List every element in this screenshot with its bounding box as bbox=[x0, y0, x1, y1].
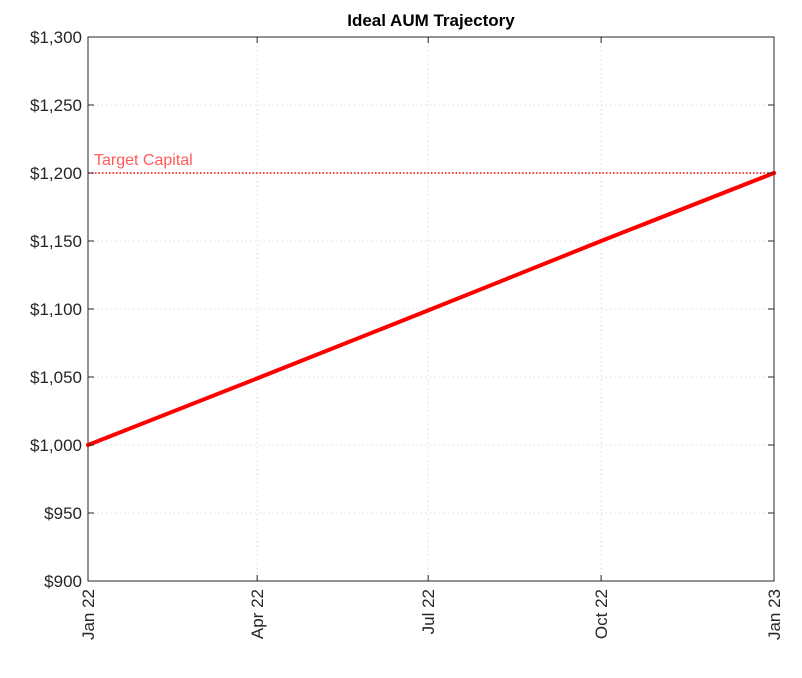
y-tick-label: $1,050 bbox=[30, 368, 82, 387]
y-tick-label: $950 bbox=[44, 504, 82, 523]
y-tick-label: $1,000 bbox=[30, 436, 82, 455]
x-tick-label: Jan 22 bbox=[79, 589, 98, 640]
x-tick-label: Oct 22 bbox=[592, 589, 611, 639]
chart-title: Ideal AUM Trajectory bbox=[347, 11, 515, 30]
aum-data-point bbox=[599, 239, 604, 243]
y-axis: $900 $950 $1,000 $1,050 $1,100 $1,150 $1,200 $1… bbox=[30, 28, 774, 591]
x-tick-label: Jan 23 bbox=[765, 589, 784, 640]
reference-layer: Target Capital bbox=[88, 152, 774, 174]
aum-data-point bbox=[426, 308, 431, 313]
x-tick-label: Jul 22 bbox=[419, 589, 438, 634]
y-tick-label: $1,200 bbox=[30, 164, 82, 183]
aum-data-point bbox=[255, 376, 260, 381]
y-tick-label: $1,250 bbox=[30, 96, 82, 115]
x-tick-label: Apr 22 bbox=[248, 589, 267, 639]
y-tick-label: $900 bbox=[44, 572, 82, 591]
y-tick-label: $1,300 bbox=[30, 28, 82, 47]
target-capital-label: Target Capital bbox=[94, 152, 193, 169]
x-axis: Jan 22 Apr 22 Jul 22 Oct 22 Jan 23 bbox=[79, 37, 784, 640]
y-tick-label: $1,100 bbox=[30, 300, 82, 319]
y-tick-label: $1,150 bbox=[30, 232, 82, 251]
